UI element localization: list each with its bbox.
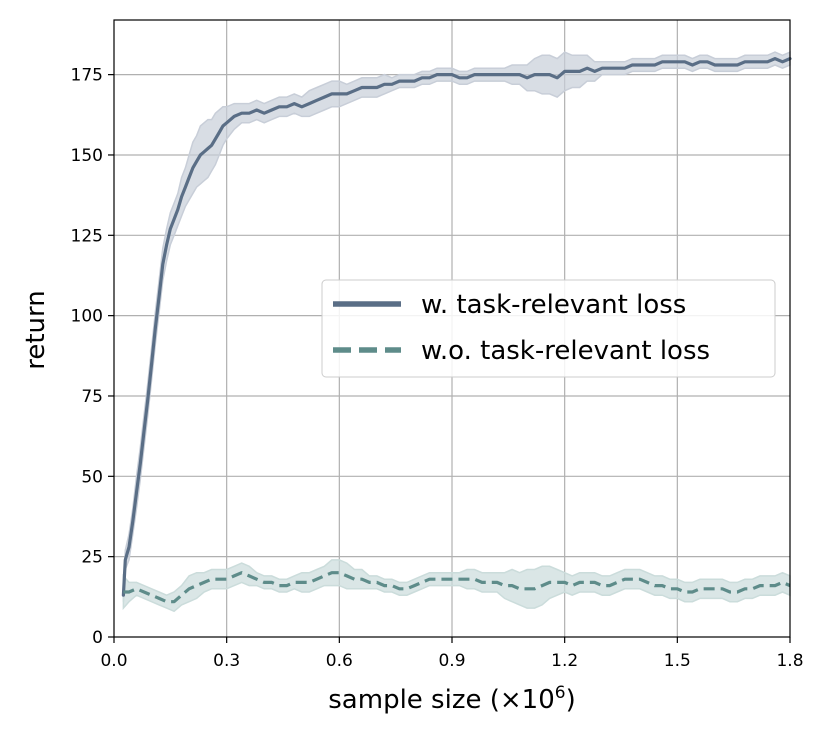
y-tick-label: 50 [81, 467, 103, 487]
y-tick-label: 150 [71, 146, 103, 166]
y-tick-label: 175 [71, 66, 103, 86]
legend-label-series-1: w. task-relevant loss [421, 290, 686, 320]
y-axis-ticks: 0 25 50 75 100 125 150 175 [71, 66, 114, 648]
x-tick-label: 0.9 [438, 651, 465, 671]
series-2-band [122, 559, 791, 613]
y-tick-label: 0 [92, 628, 103, 648]
series-lines [121, 56, 792, 604]
x-tick-label: 0.3 [213, 651, 240, 671]
x-tick-label: 0.0 [100, 651, 127, 671]
x-tick-label: 1.2 [551, 651, 578, 671]
legend-box [321, 279, 776, 378]
x-tick-label: 0.6 [326, 651, 353, 671]
y-tick-label: 100 [71, 307, 103, 327]
series-2-line [123, 571, 791, 604]
legend: w. task-relevant loss w.o. task-relevant… [321, 279, 776, 378]
series-1-line [121, 56, 792, 597]
x-axis-label: sample size (×106) [328, 683, 575, 715]
x-axis-ticks: 0.0 0.3 0.6 0.9 1.2 1.5 1.8 [100, 637, 804, 671]
y-tick-label: 125 [71, 226, 103, 246]
x-tick-label: 1.5 [664, 651, 691, 671]
legend-label-series-2: w.o. task-relevant loss [421, 336, 710, 366]
y-tick-label: 75 [81, 387, 103, 407]
y-tick-label: 25 [81, 548, 103, 568]
y-axis-label: return [21, 290, 51, 370]
x-tick-label: 1.8 [776, 651, 803, 671]
